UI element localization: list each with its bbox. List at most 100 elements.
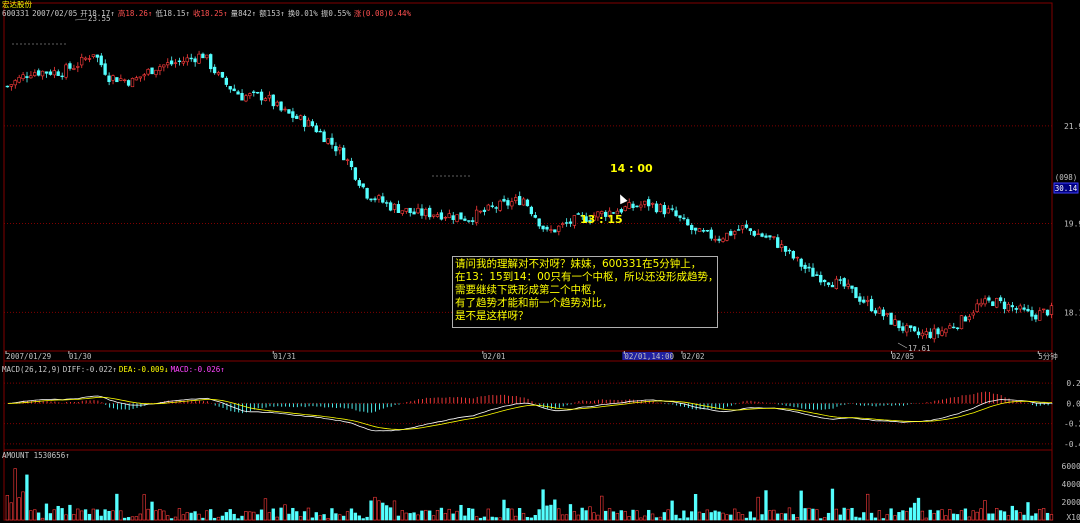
candle-body [25, 76, 29, 78]
candle-body [420, 208, 424, 216]
amount-bar [209, 509, 213, 521]
candle-body [400, 210, 404, 214]
candle-body [435, 214, 440, 217]
amount-bar [369, 500, 373, 521]
candle-body [95, 54, 99, 58]
quote-turnover: 换0.01% [287, 9, 318, 18]
candle-body [451, 215, 455, 220]
amount-bar [580, 507, 584, 521]
amount-bar [33, 509, 37, 521]
candle-body [834, 278, 839, 289]
price-axis-label: 21.99 [1064, 122, 1080, 131]
amount-bar [502, 499, 506, 521]
amount-bar [5, 495, 10, 521]
candle-body [830, 284, 835, 288]
amount-bar [995, 507, 999, 521]
macd-diff: DIFF:-0.022↑ [62, 365, 117, 374]
amount-bar [338, 514, 342, 521]
amount-bar [64, 514, 68, 521]
amount-bar [631, 509, 635, 521]
candle-body [44, 71, 49, 74]
amount-bar [1006, 515, 1011, 521]
amount-bar [674, 514, 678, 521]
candle-body [302, 116, 307, 127]
candle-body [341, 147, 346, 161]
candle-body [506, 200, 510, 206]
amount-bar [979, 508, 983, 521]
candle-body [854, 287, 858, 299]
amount-bar [525, 517, 530, 521]
candle-body [529, 206, 534, 215]
amount-bar [267, 512, 272, 521]
candle-body [729, 231, 733, 236]
amount-bar [611, 511, 616, 521]
amount-bar [596, 514, 600, 521]
price-low-pointer [897, 342, 908, 349]
stock-name: 宏达股份 [2, 0, 32, 9]
amount-bar [357, 515, 361, 521]
amount-bar [920, 510, 925, 521]
amount-bar [177, 508, 182, 521]
amount-bar [693, 494, 698, 521]
candle-body [842, 278, 846, 287]
amount-bar [201, 517, 205, 521]
amount-bar [592, 512, 596, 521]
candle-body [166, 62, 170, 66]
candle-body [662, 205, 666, 215]
amount-bar [134, 516, 139, 521]
candle-body [56, 71, 60, 76]
candle-body [377, 195, 381, 200]
amount-bar [240, 515, 244, 521]
candle-body [236, 91, 240, 95]
candle-body [295, 115, 299, 119]
candle-body [463, 218, 467, 221]
amount-bar [776, 513, 780, 521]
macd-value: MACD:-0.026↑ [170, 365, 225, 374]
candle-body [162, 64, 166, 68]
candlestick-series [5, 50, 1054, 343]
amount-bar [490, 516, 494, 521]
candle-body [79, 57, 84, 66]
amount-bar [916, 497, 921, 521]
amount-bar [420, 510, 424, 521]
amount-bar [576, 514, 580, 521]
candle-body [701, 230, 706, 232]
candle-body [134, 77, 139, 81]
amount-bar [662, 512, 666, 521]
amount-bar [494, 517, 498, 521]
macd-header: MACD(26,12,9) DIFF:-0.022↑ DEA:-0.009↓ MACD… [2, 365, 227, 374]
amount-bar [424, 509, 428, 521]
price-grid-lines [4, 125, 1052, 445]
amount-bar [212, 517, 217, 521]
amount-bar [29, 510, 33, 521]
candle-body [455, 214, 459, 222]
candle-body [209, 54, 213, 70]
amount-bar [467, 508, 471, 521]
candle-body [619, 209, 623, 213]
candle-body [1026, 308, 1030, 312]
candle-body [912, 326, 917, 332]
amount-bar [205, 510, 209, 521]
amount-bar [21, 491, 25, 521]
amount-bar [130, 516, 135, 521]
candle-body [9, 84, 13, 87]
amount-bar [252, 511, 256, 521]
macd-axis-label: 0.00 [1066, 399, 1080, 408]
candle-body [822, 279, 827, 283]
amount-bar [48, 513, 53, 521]
candle-body [627, 202, 631, 209]
amount-bar [291, 507, 295, 521]
amount-bar [807, 507, 811, 521]
candle-body [205, 54, 209, 59]
candle-body [1006, 303, 1011, 312]
amount-bar [255, 514, 260, 521]
candle-body [783, 246, 788, 252]
macd-dea: DEA:-0.009↓ [118, 365, 169, 374]
candle-body [1045, 309, 1050, 316]
candle-body [431, 214, 436, 217]
amount-bar [365, 516, 369, 521]
amount-bar [647, 509, 651, 521]
candle-body [424, 209, 428, 217]
amount-bar [830, 488, 835, 521]
